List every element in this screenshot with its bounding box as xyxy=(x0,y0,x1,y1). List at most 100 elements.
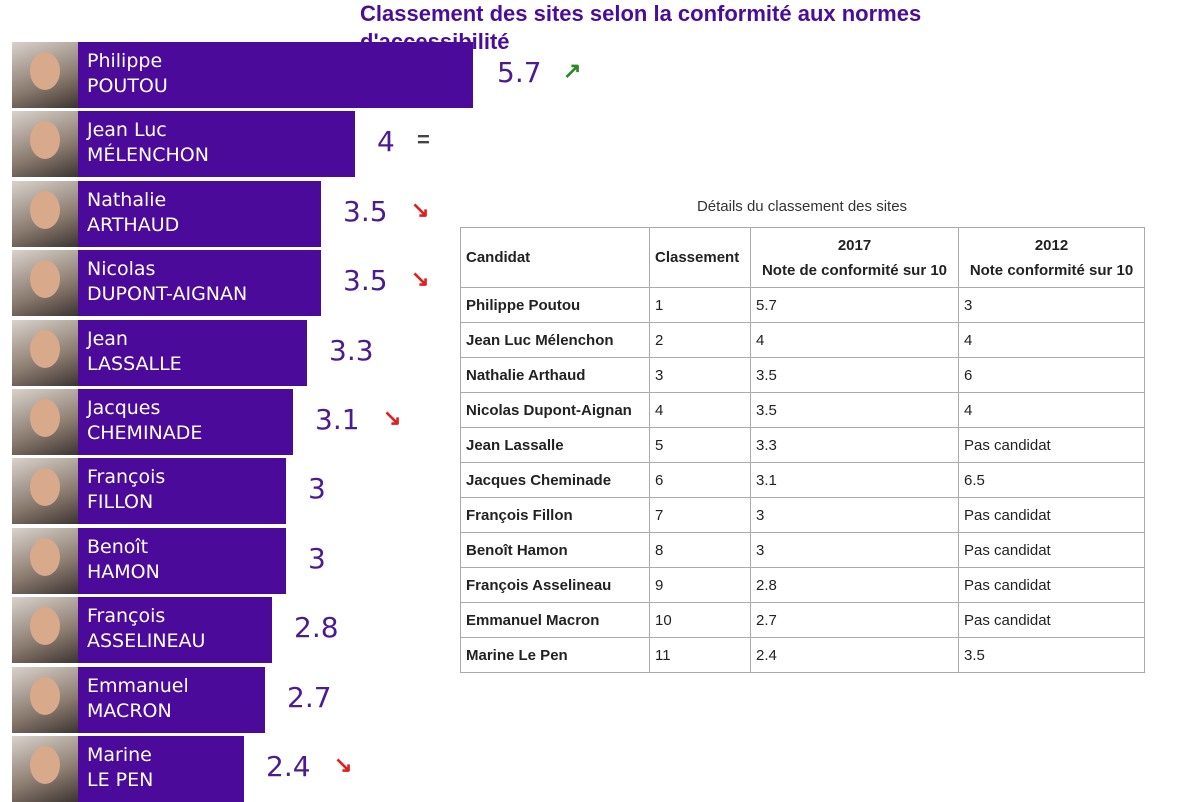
table-row: Philippe Poutou 1 5.7 3 xyxy=(460,287,1145,323)
cell-2012: 4 xyxy=(958,322,1145,358)
bar: Benoît HAMON xyxy=(78,527,286,594)
cell-2017: 5.7 xyxy=(750,287,959,323)
bar-last-name: HAMON xyxy=(87,560,160,583)
candidate-photo xyxy=(12,250,78,317)
header-2012: 2012 Note conformité sur 10 xyxy=(958,227,1145,288)
cell-2012: Pas candidat xyxy=(958,532,1145,568)
bar-first-name: François xyxy=(87,605,166,628)
data-label: 2.8 xyxy=(294,611,339,645)
cell-2017: 3.3 xyxy=(750,427,959,463)
cell-classement: 3 xyxy=(649,357,751,393)
candidate-photo xyxy=(12,458,78,525)
bar-first-name: Jean xyxy=(87,327,128,350)
candidate-photo xyxy=(12,597,78,664)
header-2012-sub: Note conformité sur 10 xyxy=(969,261,1134,279)
table-row: Emmanuel Macron 10 2.7 Pas candidat xyxy=(460,602,1145,638)
cell-2012: Pas candidat xyxy=(958,602,1145,638)
cell-2012: 4 xyxy=(958,392,1145,428)
table-caption: Détails du classement des sites xyxy=(696,198,908,215)
data-label: 3.5 xyxy=(343,264,388,298)
bar-last-name: ASSELINEAU xyxy=(87,630,206,653)
bar-first-name: François xyxy=(87,466,166,489)
header-2017-year: 2017 xyxy=(837,236,872,254)
bar-last-name: POUTOU xyxy=(87,75,168,97)
cell-classement: 8 xyxy=(649,532,751,568)
cell-2017: 3.5 xyxy=(750,392,959,428)
bar: Jean Luc MÉLENCHON xyxy=(78,111,355,178)
bar: Marine LE PEN xyxy=(78,736,244,802)
cell-2012: 3.5 xyxy=(958,637,1145,673)
bar: François FILLON xyxy=(78,458,286,525)
table-row: Nicolas Dupont-Aignan 4 3.5 4 xyxy=(460,392,1145,428)
bar-first-name: Jean Luc xyxy=(87,119,167,142)
bar-last-name: LASSALLE xyxy=(87,352,182,375)
cell-2012: 3 xyxy=(958,287,1145,323)
cell-2017: 2.8 xyxy=(750,567,959,603)
header-2017-sub: Note de conformité sur 10 xyxy=(761,261,948,279)
candidate-photo xyxy=(12,736,78,802)
table-row: Benoît Hamon 8 3 Pas candidat xyxy=(460,532,1145,568)
cell-candidat: Benoît Hamon xyxy=(460,532,650,568)
cell-2017: 3.1 xyxy=(750,462,959,498)
bar: Philippe POUTOU xyxy=(78,42,473,108)
bar: Emmanuel MACRON xyxy=(78,666,265,733)
header-2012-year: 2012 xyxy=(1034,236,1069,254)
bar-first-name: Jacques xyxy=(87,397,161,419)
bar-first-name: Benoît xyxy=(87,535,149,558)
candidate-photo xyxy=(12,319,78,386)
cell-candidat: François Asselineau xyxy=(460,567,650,603)
cell-2012: 6.5 xyxy=(958,462,1145,498)
cell-2012: Pas candidat xyxy=(958,567,1145,603)
cell-2017: 4 xyxy=(750,322,959,358)
candidate-photo xyxy=(12,666,78,733)
table-row: François Asselineau 9 2.8 Pas candidat xyxy=(460,567,1145,603)
bar-first-name: Philippe xyxy=(87,50,163,72)
table-header-row: Candidat Classement 2017 Note de conformi… xyxy=(460,227,1145,288)
bar-last-name: LE PEN xyxy=(87,769,154,791)
cell-candidat: Jacques Cheminade xyxy=(460,462,650,498)
table-row: Nathalie Arthaud 3 3.5 6 xyxy=(460,357,1145,393)
cell-classement: 11 xyxy=(649,637,751,673)
bar-last-name: CHEMINADE xyxy=(87,422,203,444)
table-row: François Fillon 7 3 Pas candidat xyxy=(460,497,1145,533)
cell-classement: 4 xyxy=(649,392,751,428)
bar: Jean LASSALLE xyxy=(78,319,307,386)
cell-classement: 5 xyxy=(649,427,751,463)
trend-down-icon: ↘ xyxy=(334,752,353,777)
header-classement: Classement xyxy=(649,227,751,288)
candidate-photo xyxy=(12,111,78,178)
data-label: 3.3 xyxy=(329,333,374,367)
bar-last-name: DUPONT-AIGNAN xyxy=(87,283,248,306)
data-label: 3 xyxy=(308,472,326,506)
cell-classement: 2 xyxy=(649,322,751,358)
trend-up-icon: ↗ xyxy=(563,58,582,83)
data-label: 2.7 xyxy=(287,680,332,714)
data-label: 2.4 xyxy=(266,750,311,783)
header-candidat: Candidat xyxy=(460,227,650,288)
data-label: 3 xyxy=(308,541,326,575)
data-label: 4 xyxy=(377,125,395,159)
header-2017: 2017 Note de conformité sur 10 xyxy=(750,227,959,288)
bar-last-name: ARTHAUD xyxy=(87,213,180,236)
chart-title: Classement des sites selon la conformité… xyxy=(360,1,922,54)
bar-first-name: Marine xyxy=(87,744,152,766)
cell-2017: 2.7 xyxy=(750,602,959,638)
details-table: Candidat Classement 2017 Note de conformi… xyxy=(460,227,1145,673)
bar-first-name: Nathalie xyxy=(87,188,167,211)
bar-last-name: MACRON xyxy=(87,699,172,722)
cell-2017: 3 xyxy=(750,497,959,533)
bar: Nathalie ARTHAUD xyxy=(78,180,321,247)
table-row: Jacques Cheminade 6 3.1 6.5 xyxy=(460,462,1145,498)
candidate-photo xyxy=(12,42,78,108)
bar: Jacques CHEMINADE xyxy=(78,389,293,455)
trend-down-icon: ↘ xyxy=(383,405,402,430)
cell-classement: 9 xyxy=(649,567,751,603)
cell-candidat: Marine Le Pen xyxy=(460,637,650,673)
bar-last-name: MÉLENCHON xyxy=(87,144,209,167)
bar: François ASSELINEAU xyxy=(78,597,272,664)
data-label: 3.1 xyxy=(315,403,360,436)
cell-candidat: Nicolas Dupont-Aignan xyxy=(460,392,650,428)
cell-classement: 10 xyxy=(649,602,751,638)
trend-down-icon: ↘ xyxy=(411,196,430,222)
candidate-photo xyxy=(12,180,78,247)
